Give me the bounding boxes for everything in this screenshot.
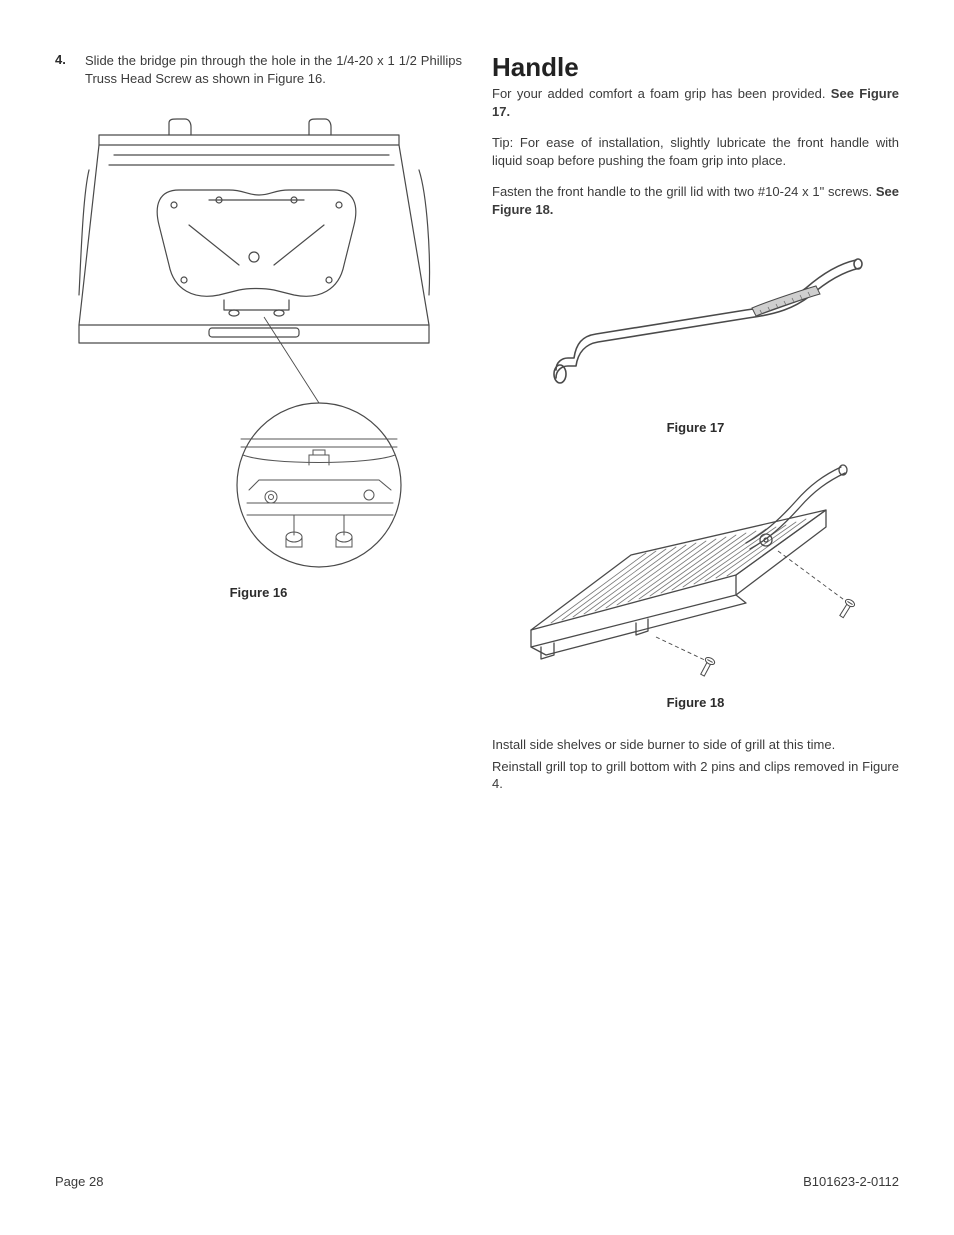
handle-para-3a: Fasten the front handle to the grill lid…: [492, 184, 876, 199]
step-text: Slide the bridge pin through the hole in…: [85, 52, 462, 87]
footer-doc-id: B101623-2-0112: [803, 1174, 899, 1189]
two-column-layout: 4. Slide the bridge pin through the hole…: [55, 52, 899, 807]
handle-para-1a: For your added comfort a foam grip has b…: [492, 86, 831, 101]
figure-17-caption: Figure 17: [667, 420, 725, 435]
figure-16-caption: Figure 16: [230, 585, 288, 600]
handle-para-2: Tip: For ease of installation, slightly …: [492, 134, 899, 169]
step-4: 4. Slide the bridge pin through the hole…: [55, 52, 462, 87]
footer-page: Page 28: [55, 1174, 103, 1189]
step-number: 4.: [55, 52, 73, 87]
page-footer: Page 28 B101623-2-0112: [55, 1174, 899, 1189]
left-column: 4. Slide the bridge pin through the hole…: [55, 52, 462, 807]
figure-16: Figure 16: [55, 95, 462, 600]
handle-para-4: Install side shelves or side burner to s…: [492, 736, 899, 754]
handle-heading: Handle: [492, 52, 899, 83]
figure-18-svg: [496, 455, 896, 685]
figure-17-svg: [516, 250, 876, 410]
figure-18-caption: Figure 18: [667, 695, 725, 710]
handle-para-1: For your added comfort a foam grip has b…: [492, 85, 899, 120]
figure-18: Figure 18: [492, 455, 899, 710]
handle-para-3: Fasten the front handle to the grill lid…: [492, 183, 899, 218]
page: 4. Slide the bridge pin through the hole…: [0, 0, 954, 1235]
figure-16-svg: [59, 95, 459, 575]
right-column: Handle For your added comfort a foam gri…: [492, 52, 899, 807]
handle-para-5: Reinstall grill top to grill bottom with…: [492, 758, 899, 793]
figure-17: Figure 17: [492, 250, 899, 435]
